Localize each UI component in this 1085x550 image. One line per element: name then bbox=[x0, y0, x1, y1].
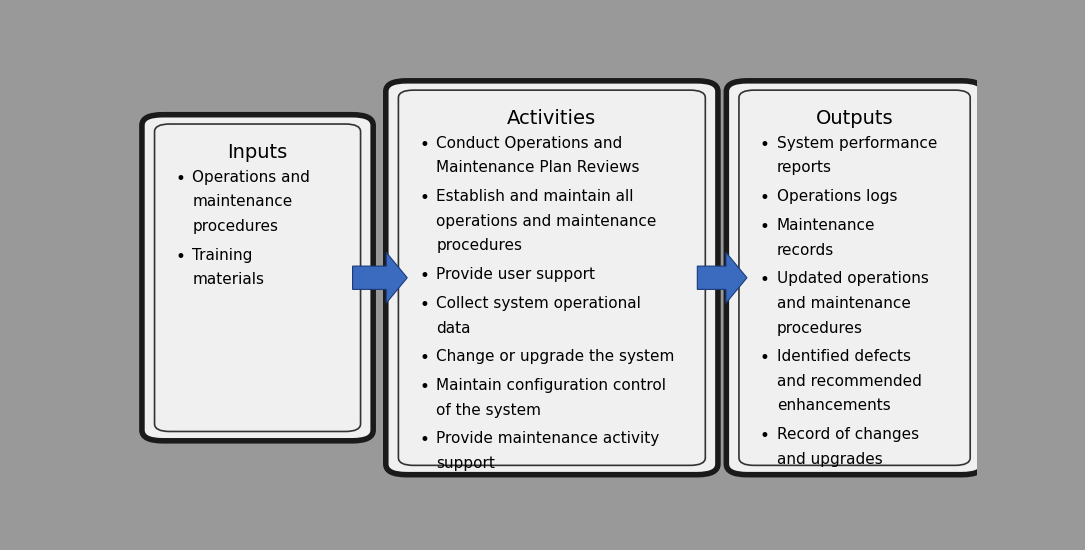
Text: records: records bbox=[777, 243, 834, 257]
Text: procedures: procedures bbox=[777, 321, 863, 336]
Text: Maintenance Plan Reviews: Maintenance Plan Reviews bbox=[436, 161, 640, 175]
Text: Identified defects: Identified defects bbox=[777, 349, 910, 364]
Text: Provide user support: Provide user support bbox=[436, 267, 596, 282]
Text: maintenance: maintenance bbox=[192, 194, 293, 210]
Text: Inputs: Inputs bbox=[228, 143, 288, 162]
Text: Training: Training bbox=[192, 248, 253, 263]
Text: Updated operations: Updated operations bbox=[777, 271, 929, 287]
FancyBboxPatch shape bbox=[386, 81, 718, 475]
Text: and maintenance: and maintenance bbox=[777, 296, 910, 311]
Text: Outputs: Outputs bbox=[816, 109, 893, 128]
FancyBboxPatch shape bbox=[726, 81, 983, 475]
Text: •: • bbox=[760, 218, 770, 236]
Text: Operations logs: Operations logs bbox=[777, 189, 897, 204]
Text: Operations and: Operations and bbox=[192, 170, 310, 185]
Text: procedures: procedures bbox=[192, 219, 279, 234]
Text: Record of changes: Record of changes bbox=[777, 427, 919, 442]
Text: support: support bbox=[436, 456, 495, 471]
Text: materials: materials bbox=[192, 272, 265, 287]
Text: •: • bbox=[420, 189, 430, 207]
Text: and recommended: and recommended bbox=[777, 374, 921, 389]
Text: •: • bbox=[760, 349, 770, 367]
Text: •: • bbox=[760, 136, 770, 154]
Text: •: • bbox=[420, 349, 430, 367]
Text: Maintain configuration control: Maintain configuration control bbox=[436, 378, 666, 393]
Polygon shape bbox=[353, 252, 407, 303]
Text: operations and maintenance: operations and maintenance bbox=[436, 214, 656, 229]
Text: •: • bbox=[176, 170, 186, 188]
Text: Collect system operational: Collect system operational bbox=[436, 296, 641, 311]
Text: •: • bbox=[420, 136, 430, 154]
Text: of the system: of the system bbox=[436, 403, 541, 417]
Text: •: • bbox=[760, 271, 770, 289]
Text: •: • bbox=[760, 427, 770, 446]
Text: System performance: System performance bbox=[777, 136, 937, 151]
Text: reports: reports bbox=[777, 161, 832, 175]
Text: •: • bbox=[420, 296, 430, 314]
Text: Establish and maintain all: Establish and maintain all bbox=[436, 189, 634, 204]
Text: data: data bbox=[436, 321, 471, 336]
Text: procedures: procedures bbox=[436, 238, 522, 254]
Text: Conduct Operations and: Conduct Operations and bbox=[436, 136, 623, 151]
Text: •: • bbox=[176, 248, 186, 266]
Text: Activities: Activities bbox=[508, 109, 597, 128]
Text: and upgrades: and upgrades bbox=[777, 452, 882, 467]
FancyBboxPatch shape bbox=[142, 115, 373, 441]
Text: •: • bbox=[420, 378, 430, 396]
Text: •: • bbox=[420, 267, 430, 285]
Text: enhancements: enhancements bbox=[777, 398, 891, 414]
Text: •: • bbox=[760, 189, 770, 207]
Text: Provide maintenance activity: Provide maintenance activity bbox=[436, 432, 660, 447]
Text: •: • bbox=[420, 432, 430, 449]
Text: Maintenance: Maintenance bbox=[777, 218, 876, 233]
Polygon shape bbox=[698, 252, 746, 303]
Text: Change or upgrade the system: Change or upgrade the system bbox=[436, 349, 675, 364]
